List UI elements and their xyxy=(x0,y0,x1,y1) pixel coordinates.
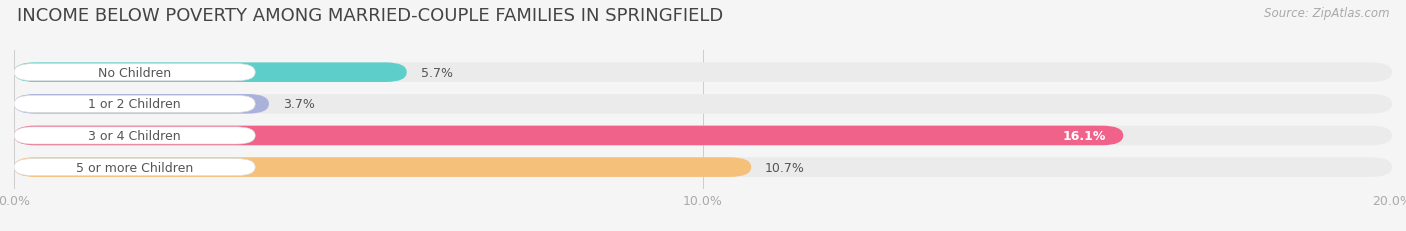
Text: INCOME BELOW POVERTY AMONG MARRIED-COUPLE FAMILIES IN SPRINGFIELD: INCOME BELOW POVERTY AMONG MARRIED-COUPL… xyxy=(17,7,723,25)
Text: 1 or 2 Children: 1 or 2 Children xyxy=(89,98,181,111)
FancyBboxPatch shape xyxy=(14,126,1392,146)
Text: No Children: No Children xyxy=(98,66,172,79)
FancyBboxPatch shape xyxy=(14,95,269,114)
FancyBboxPatch shape xyxy=(14,159,256,176)
FancyBboxPatch shape xyxy=(14,158,751,177)
Text: 5 or more Children: 5 or more Children xyxy=(76,161,193,174)
Text: 16.1%: 16.1% xyxy=(1063,129,1107,142)
FancyBboxPatch shape xyxy=(14,127,256,144)
FancyBboxPatch shape xyxy=(14,63,1392,83)
Text: 5.7%: 5.7% xyxy=(420,66,453,79)
FancyBboxPatch shape xyxy=(14,64,256,81)
Text: 3 or 4 Children: 3 or 4 Children xyxy=(89,129,181,142)
FancyBboxPatch shape xyxy=(14,126,1123,146)
FancyBboxPatch shape xyxy=(14,95,1392,114)
Text: 3.7%: 3.7% xyxy=(283,98,315,111)
Text: Source: ZipAtlas.com: Source: ZipAtlas.com xyxy=(1264,7,1389,20)
FancyBboxPatch shape xyxy=(14,96,256,113)
FancyBboxPatch shape xyxy=(14,63,406,83)
Text: 10.7%: 10.7% xyxy=(765,161,804,174)
FancyBboxPatch shape xyxy=(14,158,1392,177)
